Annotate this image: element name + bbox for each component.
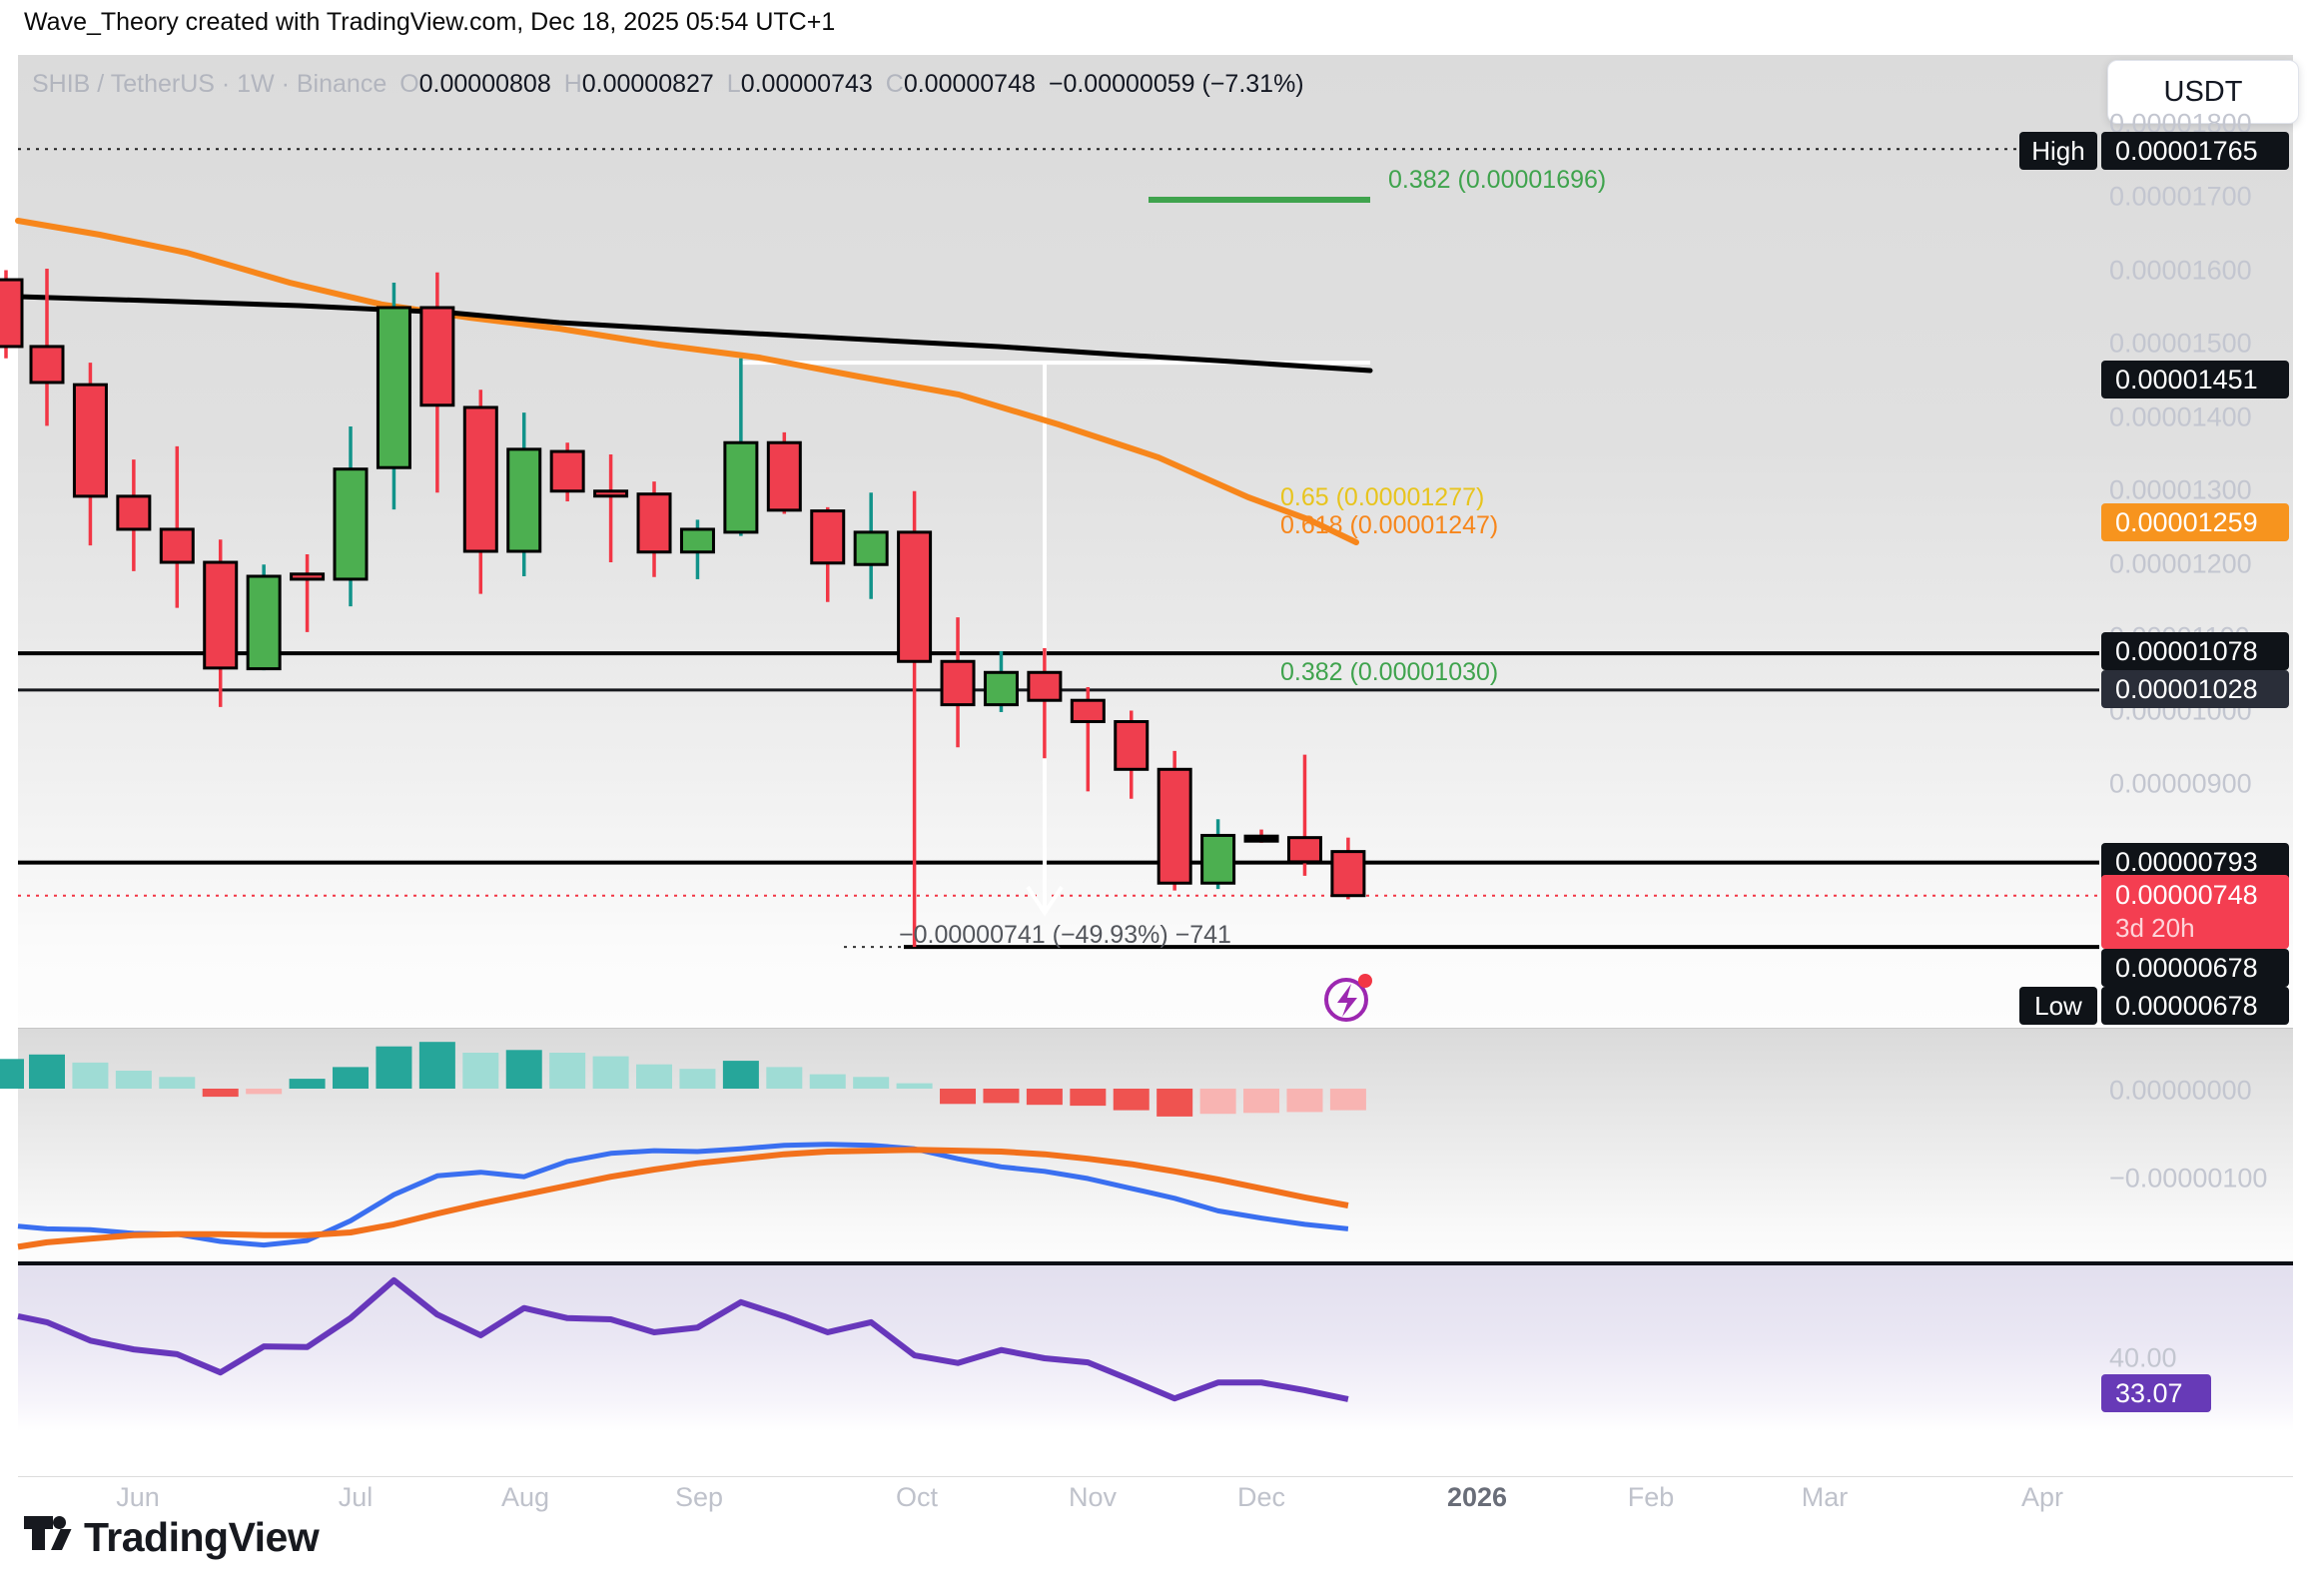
price-badge: 0.00000678 bbox=[2101, 987, 2289, 1025]
change-value: −0.00000059 (−7.31%) bbox=[1048, 70, 1304, 98]
price-pane[interactable] bbox=[18, 55, 2293, 1029]
price-tick: 0.00001600 bbox=[2109, 255, 2252, 286]
symbol-description: SHIB / TetherUS · 1W · Binance bbox=[32, 70, 387, 98]
high-label: H bbox=[563, 70, 582, 98]
close-value: 0.00000748 bbox=[903, 70, 1036, 98]
fib-label: 0.65 (0.00001277) bbox=[1280, 483, 1485, 511]
price-badge: 0.00001765 bbox=[2101, 132, 2289, 170]
fib-label: 0.382 (0.00001030) bbox=[1280, 658, 1499, 686]
price-tick: 0.00001700 bbox=[2109, 181, 2252, 212]
low-value: 0.00000743 bbox=[740, 70, 873, 98]
time-axis-label: Jun bbox=[116, 1482, 160, 1512]
time-axis-label: Mar bbox=[1801, 1482, 1849, 1512]
high-value: 0.00000827 bbox=[581, 70, 714, 98]
low-label: L bbox=[726, 70, 741, 98]
time-axis-label: Nov bbox=[1068, 1482, 1118, 1512]
ohlc-readout: SHIB / TetherUS · 1W · Binance O0.000008… bbox=[32, 70, 1310, 99]
high-pill: High bbox=[2019, 132, 2097, 170]
fib-label: 0.618 (0.00001247) bbox=[1280, 511, 1499, 539]
pane-divider[interactable] bbox=[18, 1261, 2293, 1265]
price-badge: 0.00001451 bbox=[2101, 361, 2289, 399]
time-axis-label: Feb bbox=[1627, 1482, 1675, 1512]
time-axis-label: Aug bbox=[500, 1482, 550, 1512]
indicator-pane-macd[interactable] bbox=[18, 1029, 2293, 1264]
tradingview-mark-icon bbox=[24, 1515, 72, 1550]
price-tick: 0.00001400 bbox=[2109, 401, 2252, 432]
price-tick: 40.00 bbox=[2109, 1342, 2177, 1373]
price-tick: 0.00001200 bbox=[2109, 548, 2252, 579]
close-label: C bbox=[885, 70, 904, 98]
time-axis-label: Jul bbox=[338, 1482, 374, 1512]
price-badge: 0.00000748 3d 20h bbox=[2101, 875, 2289, 949]
time-axis-border bbox=[18, 1476, 2293, 1477]
time-axis-label: Dec bbox=[1236, 1482, 1286, 1512]
low-pill: Low bbox=[2019, 987, 2097, 1025]
fib-label: 0.382 (0.00001696) bbox=[1388, 166, 1607, 194]
price-tick: 0.00001500 bbox=[2109, 328, 2252, 359]
price-badge: 0.00001259 bbox=[2101, 503, 2289, 541]
open-label: O bbox=[399, 70, 419, 98]
watermark-attribution: Wave_Theory created with TradingView.com… bbox=[24, 8, 836, 36]
fib-label: −0.00000741 (−49.93%) −741 bbox=[899, 921, 1231, 949]
time-axis-label: 2026 bbox=[1446, 1482, 1508, 1512]
tradingview-logo-text: TradingView bbox=[84, 1514, 320, 1560]
price-tick: −0.00000100 bbox=[2109, 1163, 2268, 1194]
rsi-value-badge: 33.07 bbox=[2101, 1374, 2211, 1412]
pane-divider[interactable] bbox=[18, 1028, 2293, 1029]
price-badge: 0.00001028 bbox=[2101, 670, 2289, 708]
time-axis-label: Apr bbox=[2020, 1482, 2064, 1512]
price-badge: 0.00000793 bbox=[2101, 843, 2289, 881]
price-badge: 0.00001078 bbox=[2101, 632, 2289, 670]
time-axis-label: Sep bbox=[674, 1482, 724, 1512]
indicator-pane-rsi[interactable] bbox=[18, 1264, 2293, 1478]
open-value: 0.00000808 bbox=[418, 70, 551, 98]
price-tick: 0.00000000 bbox=[2109, 1075, 2252, 1106]
currency-toggle-button[interactable]: USDT bbox=[2107, 60, 2299, 124]
price-badge: 0.00000678 bbox=[2101, 949, 2289, 987]
price-tick: 0.00001300 bbox=[2109, 474, 2252, 505]
tradingview-logo[interactable]: TradingView bbox=[24, 1514, 320, 1561]
price-tick: 0.00000900 bbox=[2109, 768, 2252, 799]
time-axis-label: Oct bbox=[895, 1482, 939, 1512]
